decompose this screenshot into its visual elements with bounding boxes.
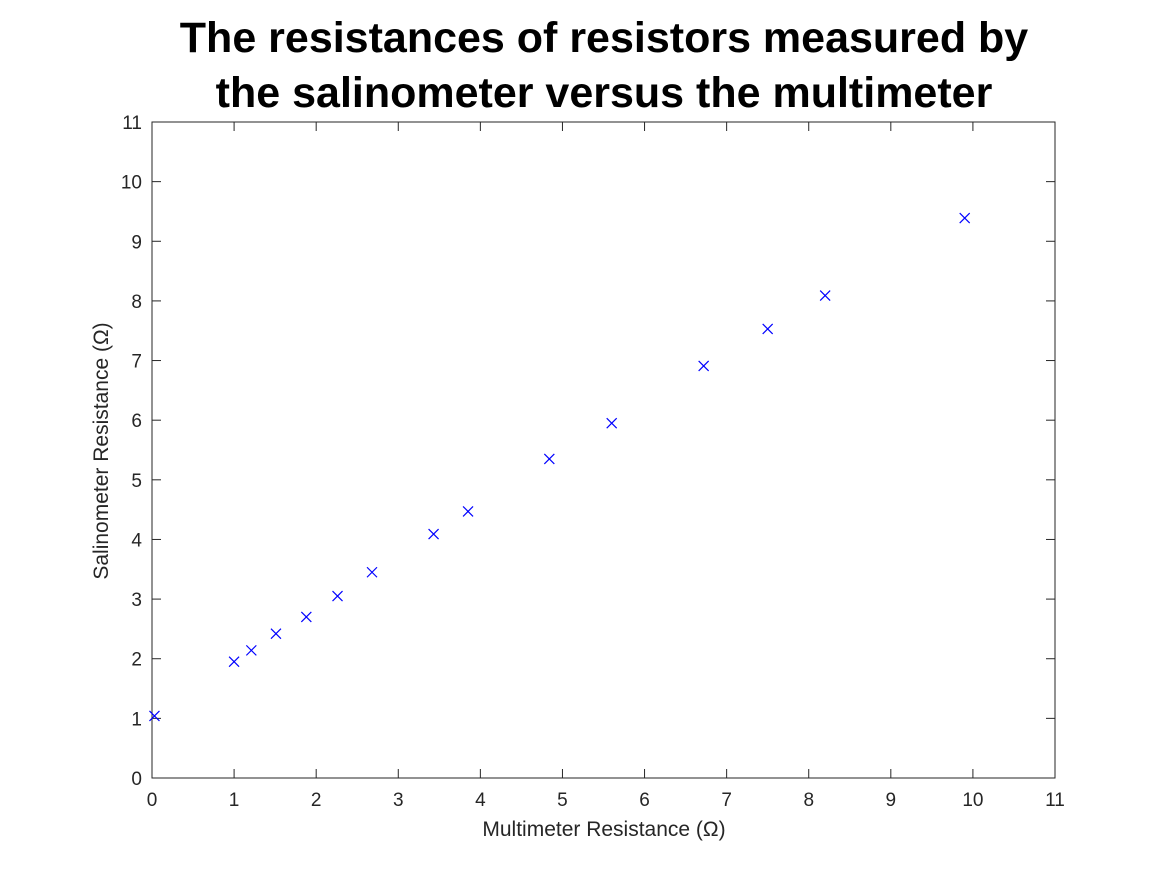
data-point-x-marker — [606, 417, 618, 429]
y-tick-label: 8 — [131, 292, 142, 313]
data-point-x-marker — [366, 566, 378, 578]
data-point-x-marker — [270, 628, 282, 640]
data-points — [149, 212, 971, 722]
chart-title-line-1: The resistances of resistors measured by — [180, 14, 1029, 62]
marker-stroke — [606, 417, 618, 429]
data-point-x-marker — [762, 323, 774, 335]
x-tick-label: 5 — [557, 790, 568, 811]
marker-stroke — [270, 628, 282, 640]
data-point-x-marker — [149, 710, 160, 722]
x-tick-label: 1 — [229, 790, 240, 811]
marker-stroke — [762, 323, 774, 335]
data-point-x-marker — [332, 590, 343, 602]
y-tick-label: 2 — [131, 650, 142, 671]
x-tick-label: 2 — [311, 790, 322, 811]
x-tick-label: 6 — [639, 790, 650, 811]
y-tick-label: 4 — [131, 530, 142, 551]
marker-stroke — [698, 360, 710, 372]
data-point-x-marker — [698, 360, 710, 372]
marker-stroke — [332, 590, 343, 602]
x-tick-label: 10 — [962, 790, 983, 811]
marker-stroke — [959, 212, 971, 224]
y-axis-label: Salinometer Resistance (Ω) — [90, 322, 113, 579]
y-tick-label: 11 — [122, 113, 142, 134]
y-tick-label: 7 — [131, 352, 142, 373]
data-point-x-marker — [245, 644, 257, 656]
y-tick-label: 0 — [131, 769, 142, 790]
y-tick-label: 10 — [121, 173, 142, 194]
y-tick-label: 6 — [131, 411, 142, 432]
data-point-x-marker — [543, 453, 555, 465]
x-axis-label: Multimeter Resistance (Ω) — [482, 818, 725, 841]
marker-stroke — [366, 566, 378, 578]
marker-stroke — [462, 506, 474, 517]
data-point-x-marker — [462, 506, 474, 517]
data-point-x-marker — [300, 611, 312, 623]
y-tick-label: 9 — [131, 232, 142, 253]
marker-stroke — [149, 710, 160, 722]
x-tick-label: 3 — [393, 790, 404, 811]
y-tick-label: 1 — [131, 709, 142, 730]
x-tick-label: 0 — [147, 790, 158, 811]
x-tick-label: 9 — [886, 790, 897, 811]
marker-stroke — [300, 611, 312, 623]
data-point-x-marker — [428, 528, 439, 540]
data-point-x-marker — [819, 290, 831, 301]
chart-title-line-2: the salinometer versus the multimeter — [216, 69, 993, 117]
plot-box — [151, 121, 1056, 779]
marker-stroke — [819, 290, 831, 301]
marker-stroke — [245, 644, 257, 656]
data-point-x-marker — [228, 656, 240, 668]
axes: 0 1 2 3 4 5 6 7 8 9 10 11 0 1 2 3 4 5 6 7 8 9 10 11 — [121, 113, 1065, 811]
y-tick-label: 3 — [131, 590, 142, 611]
marker-stroke — [428, 528, 439, 540]
x-tick-label: 4 — [475, 790, 486, 811]
y-tick-label: 5 — [131, 471, 142, 492]
marker-stroke — [228, 656, 240, 668]
x-tick-label: 8 — [803, 790, 814, 811]
x-tick-label: 7 — [721, 790, 732, 811]
data-point-x-marker — [959, 212, 971, 224]
x-tick-label: 11 — [1045, 790, 1065, 811]
marker-stroke — [543, 453, 555, 465]
